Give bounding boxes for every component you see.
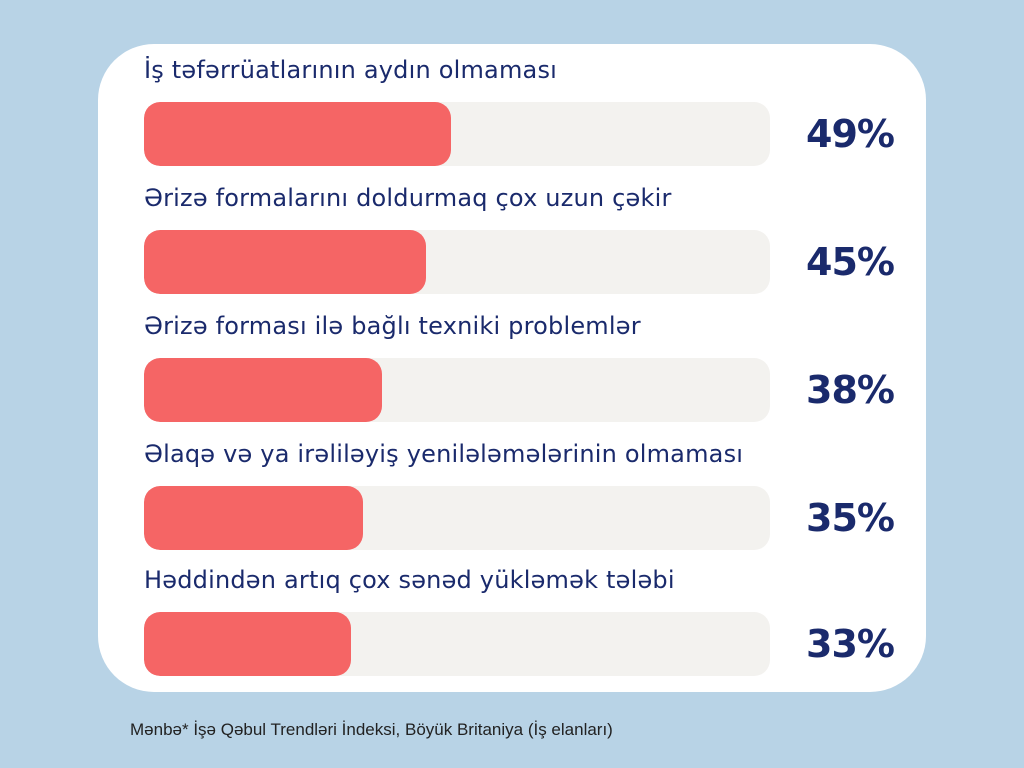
bar-row: İş təfərrüatlarının aydın olmaması 49% xyxy=(98,44,926,172)
bar-value-label: 33% xyxy=(806,622,895,666)
bar-track xyxy=(144,102,770,166)
bar-value-label: 45% xyxy=(806,240,895,284)
bar-track xyxy=(144,358,770,422)
bar-row: Ərizə forması ilə bağlı texniki probleml… xyxy=(98,300,926,428)
bar-value-label: 38% xyxy=(806,368,895,412)
bar-row: Həddindən artıq çox sənəd yükləmək tələb… xyxy=(98,554,926,682)
bar-row: Ərizə formalarını doldurmaq çox uzun çək… xyxy=(98,172,926,300)
bar-value-label: 35% xyxy=(806,496,895,540)
bar-label: Ərizə formalarını doldurmaq çox uzun çək… xyxy=(144,184,672,212)
bar xyxy=(144,230,426,294)
bar xyxy=(144,612,351,676)
bar-label: Ərizə forması ilə bağlı texniki probleml… xyxy=(144,312,641,340)
bar-label: Əlaqə və ya irəliləyiş yenilələmələrinin… xyxy=(144,440,744,468)
bar-track xyxy=(144,612,770,676)
bar-track xyxy=(144,230,770,294)
bar-label: Həddindən artıq çox sənəd yükləmək tələb… xyxy=(144,566,675,594)
bar-value-label: 49% xyxy=(806,112,895,156)
bar-track xyxy=(144,486,770,550)
bar xyxy=(144,358,382,422)
bar xyxy=(144,486,364,550)
bar-row: Əlaqə və ya irəliləyiş yenilələmələrinin… xyxy=(98,428,926,556)
bar xyxy=(144,102,451,166)
chart-card: İş təfərrüatlarının aydın olmaması 49% Ə… xyxy=(98,44,926,692)
source-note: Mənbə* İşə Qəbul Trendləri İndeksi, Böyü… xyxy=(130,720,613,739)
bar-label: İş təfərrüatlarının aydın olmaması xyxy=(144,56,558,84)
